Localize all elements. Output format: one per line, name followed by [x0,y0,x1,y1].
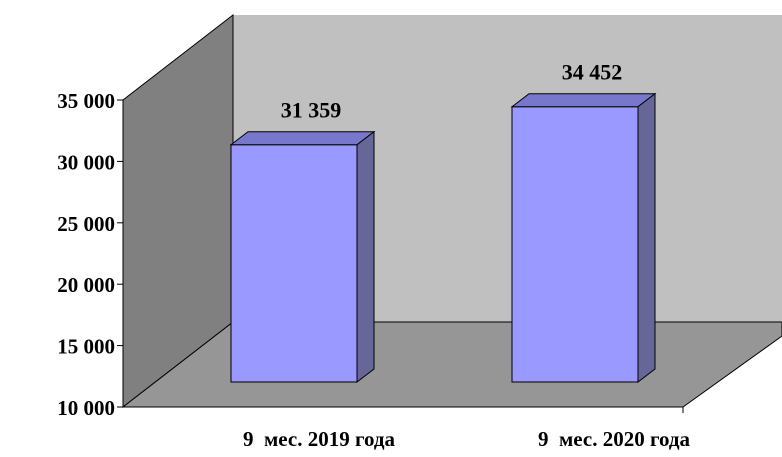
data-label: 31 359 [281,98,342,123]
bar-top [229,131,376,146]
data-labels: 31 359 34 452 [281,60,623,123]
bar-front [230,144,358,383]
y-tick-label: 30 000 [57,150,115,174]
y-tick-label: 20 000 [57,273,115,297]
bar [510,92,657,384]
x-category-label: 9 мес. 2020 года [538,427,690,451]
data-label: 34 452 [562,60,623,85]
y-axis: 10 000 15 000 20 000 25 000 30 000 35 000 [57,89,123,420]
bar-top [510,93,657,108]
bar-side [637,92,656,384]
bar [229,130,376,384]
bars [229,92,657,384]
y-tick-label: 35 000 [57,89,115,113]
bar-side [356,130,375,384]
y-tick-label: 25 000 [57,212,115,236]
category-labels: 9 мес. 2019 года 9 мес. 2020 года [243,427,690,451]
bar-front [511,106,639,383]
chart-floor [121,321,782,408]
y-tick-label: 10 000 [57,396,115,420]
x-category-label: 9 мес. 2019 года [243,427,395,451]
y-tick-label: 15 000 [57,335,115,359]
